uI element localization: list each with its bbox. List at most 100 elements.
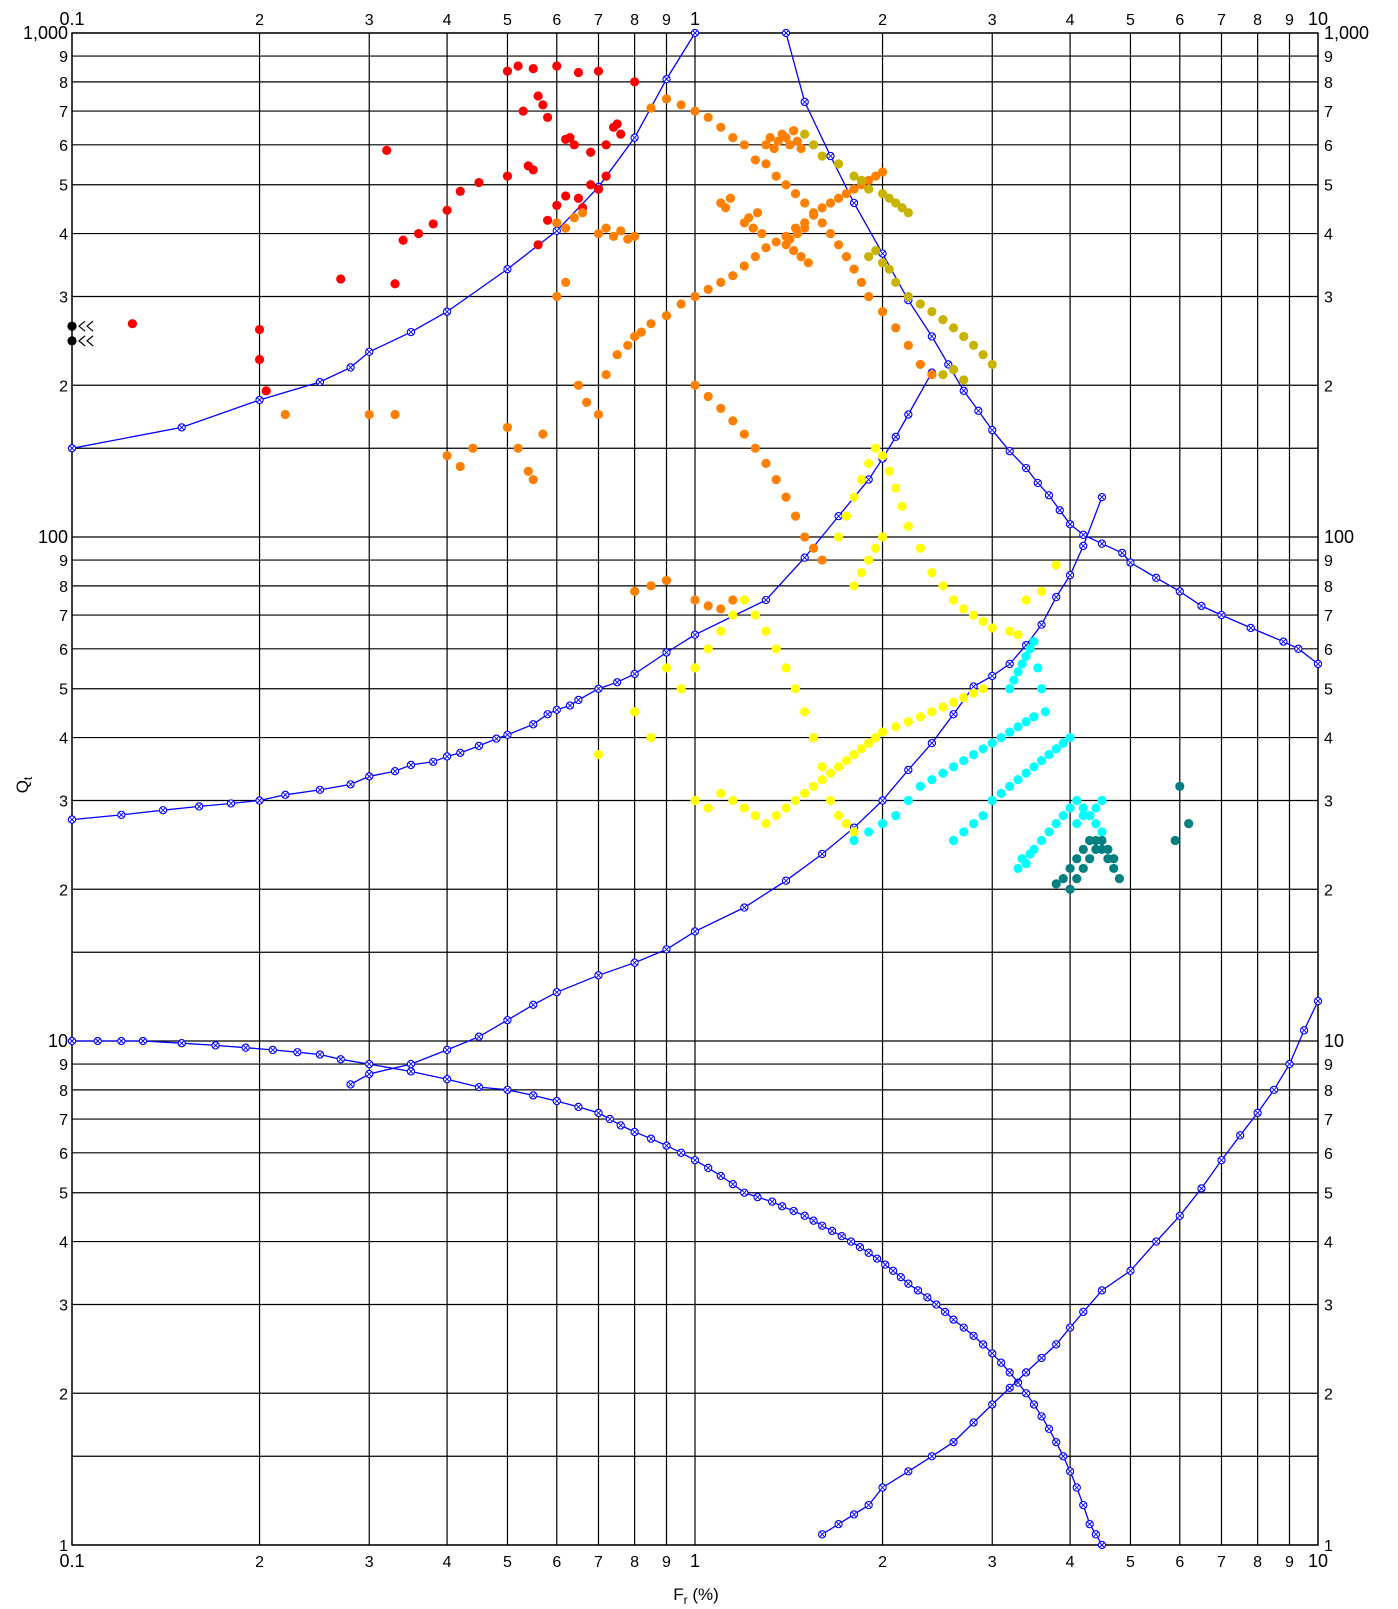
point-2-61 — [826, 229, 835, 238]
point-4-13 — [781, 663, 790, 672]
zone-marker-2-9 — [366, 773, 373, 780]
zone-marker-3-18 — [575, 1103, 582, 1110]
point-4-60 — [891, 484, 900, 493]
point-0-3 — [255, 355, 264, 364]
y-tick-label-left-23: 6 — [59, 138, 68, 155]
zone-marker-4-2 — [407, 1060, 414, 1067]
point-5-5 — [916, 782, 925, 791]
zone-marker-0-9 — [553, 227, 560, 234]
point-1-0 — [67, 322, 76, 331]
point-4-11 — [761, 627, 770, 636]
point-0-14 — [503, 67, 512, 76]
point-4-64 — [927, 568, 936, 577]
point-2-124 — [616, 226, 625, 235]
zone-marker-2-19 — [544, 711, 551, 718]
point-3-1 — [809, 140, 818, 149]
point-2-79 — [772, 475, 781, 484]
point-4-29 — [772, 811, 781, 820]
point-4-35 — [826, 769, 835, 778]
y-tick-label-left-9: 10 — [48, 1031, 68, 1051]
zone-marker-4-28 — [1098, 493, 1105, 500]
point-4-72 — [1013, 630, 1022, 639]
point-5-52 — [1029, 845, 1038, 854]
point-5-32 — [988, 796, 997, 805]
point-2-50 — [716, 123, 725, 132]
point-3-13 — [871, 246, 880, 255]
zone-marker-5-23 — [1254, 1109, 1261, 1116]
zone-marker-1-20 — [1127, 559, 1134, 566]
point-2-96 — [796, 252, 805, 261]
point-2-97 — [800, 224, 809, 233]
zone-marker-0-8 — [504, 266, 511, 273]
zone-marker-4-7 — [553, 989, 560, 996]
zone-marker-5-19 — [1176, 1212, 1183, 1219]
zone-marker-1-12 — [1023, 464, 1030, 471]
zone-marker-3-41 — [856, 1244, 863, 1251]
point-2-57 — [791, 189, 800, 198]
point-4-21 — [849, 827, 858, 836]
zone-marker-1-16 — [1066, 521, 1073, 528]
zone-marker-4-18 — [928, 740, 935, 747]
x-tick-label-top-9: 1 — [690, 9, 700, 29]
point-6-2 — [1065, 885, 1074, 894]
y-tick-label-left-13: 5 — [59, 682, 68, 699]
zone-marker-3-31 — [754, 1194, 761, 1201]
point-4-78 — [864, 555, 873, 564]
zone-marker-0-6 — [407, 329, 414, 336]
point-2-91 — [630, 587, 639, 596]
point-4-36 — [834, 762, 843, 771]
zone-marker-3-17 — [553, 1097, 560, 1104]
point-6-12 — [1079, 845, 1088, 854]
point-2-100 — [766, 133, 775, 142]
zone-marker-2-25 — [631, 670, 638, 677]
zone-marker-4-17 — [905, 766, 912, 773]
y-tick-label-right-16: 8 — [1324, 579, 1333, 596]
point-5-8 — [949, 762, 958, 771]
y-tick-label-right-18: 100 — [1324, 527, 1354, 547]
zone-marker-4-13 — [782, 877, 789, 884]
point-4-16 — [809, 733, 818, 742]
point-2-16 — [602, 370, 611, 379]
zone-marker-3-23 — [647, 1135, 654, 1142]
point-3-0 — [800, 130, 809, 139]
y-tick-label-left-22: 5 — [59, 178, 68, 195]
point-2-94 — [789, 246, 798, 255]
point-4-46 — [927, 707, 936, 716]
zone-marker-2-7 — [316, 786, 323, 793]
zone-marker-3-5 — [212, 1042, 219, 1049]
y-tick-label-left-12: 4 — [59, 731, 68, 748]
y-tick-label-right-17: 9 — [1324, 553, 1333, 570]
point-2-87 — [716, 604, 725, 613]
y-tick-label-left-15: 7 — [59, 608, 68, 625]
point-5-39 — [1044, 750, 1053, 759]
x-tick-label-bottom-7: 8 — [630, 1554, 639, 1571]
point-2-17 — [613, 350, 622, 359]
point-3-6 — [864, 185, 873, 194]
point-2-52 — [740, 140, 749, 149]
y-tick-label-left-3: 4 — [59, 1235, 68, 1252]
point-2-3 — [442, 451, 451, 460]
point-4-68 — [969, 610, 978, 619]
x-tick-label-bottom-13: 5 — [1126, 1554, 1135, 1571]
zone-marker-2-0 — [68, 816, 75, 823]
zone-marker-1-22 — [1176, 588, 1183, 595]
zone-marker-3-22 — [631, 1128, 638, 1135]
zone-marker-3-66 — [1066, 1468, 1073, 1475]
point-0-9 — [429, 219, 438, 228]
x-tick-label-top-17: 9 — [1285, 12, 1294, 29]
point-2-62 — [834, 240, 843, 249]
zone-marker-3-24 — [663, 1142, 670, 1149]
point-4-38 — [849, 750, 858, 759]
y-tick-label-right-23: 6 — [1324, 138, 1333, 155]
point-0-35 — [543, 216, 552, 225]
point-0-38 — [574, 194, 583, 203]
point-2-106 — [789, 126, 798, 135]
point-3-24 — [978, 350, 987, 359]
point-5-29 — [959, 827, 968, 836]
point-4-9 — [740, 595, 749, 604]
point-2-6 — [503, 423, 512, 432]
point-1-1 — [67, 336, 76, 345]
x-tick-label-bottom-9: 1 — [690, 1551, 700, 1571]
zone-marker-3-48 — [914, 1287, 921, 1294]
point-6-19 — [1171, 836, 1180, 845]
